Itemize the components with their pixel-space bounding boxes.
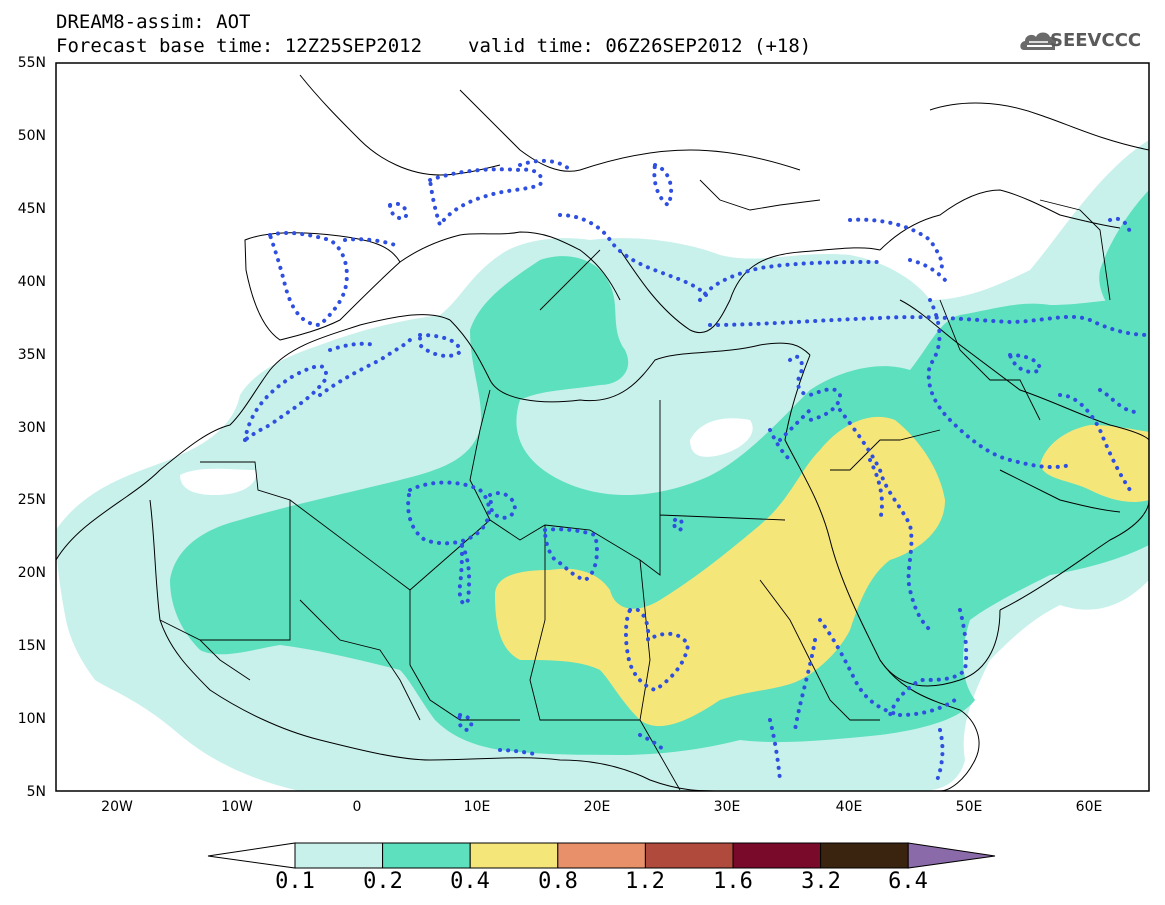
lat-tick-label: 45N (17, 201, 46, 217)
aot-region-0-2-east (1099, 190, 1149, 330)
lon-tick-label: 10W (221, 799, 253, 815)
colorbar-label: 3.2 (801, 869, 841, 894)
lon-tick-label: 50E (955, 799, 983, 815)
lon-tick-label: 40E (835, 799, 863, 815)
colorbar-segment-2 (382, 842, 471, 869)
lat-tick-label: 20N (17, 565, 46, 581)
forecast-time-line: Forecast base time: 12Z25SEP2012 valid ti… (56, 36, 811, 56)
lat-tick-label: 30N (17, 420, 46, 436)
logo-text: SEEVCCC (1050, 30, 1142, 51)
lat-tick-label: 35N (17, 347, 46, 363)
lat-tick-label: 50N (17, 128, 46, 144)
colorbar-label: 1.6 (713, 869, 753, 894)
colorbar-segment-4 (557, 842, 646, 869)
colorbar-label: 0.1 (275, 869, 315, 894)
colorbar-segment-6 (732, 842, 822, 869)
colorbar-segment-7 (820, 842, 909, 869)
colorbar-label: 1.2 (625, 869, 665, 894)
lat-tick-label: 55N (17, 55, 46, 71)
base-time-label: Forecast base time: 12Z25SEP2012 (56, 35, 423, 57)
country-borders (159, 179, 1111, 791)
lon-tick-label: 60E (1075, 799, 1103, 815)
colorbar-label: 0.2 (363, 869, 403, 894)
colorbar-under-arrow (207, 842, 296, 869)
colorbar-segment-1 (294, 842, 384, 869)
aot-region-0-2 (170, 256, 1149, 755)
forecast-contours (242, 158, 1149, 787)
valid-time-label: valid time: 06Z26SEP2012 (+18) (468, 35, 812, 57)
colorbar-label: 0.4 (450, 869, 490, 894)
aot-region-0-4 (495, 416, 945, 727)
lat-tick-label: 25N (17, 492, 46, 508)
lon-tick-label: 10E (463, 799, 491, 815)
lon-tick-label: 20W (101, 799, 133, 815)
lon-tick-label: 30E (713, 799, 741, 815)
colorbar-over-arrow (907, 842, 996, 869)
colorbar-label: 0.8 (538, 869, 578, 894)
lat-tick-label: 10N (17, 711, 46, 727)
lon-tick-label: 20E (583, 799, 611, 815)
lat-tick-label: 40N (17, 274, 46, 290)
colorbar-label: 6.4 (888, 869, 928, 894)
lon-tick-label: 0 (352, 799, 362, 815)
lat-tick-label: 15N (17, 638, 46, 654)
colorbar-segment-3 (469, 842, 559, 869)
lat-tick-label: 5N (26, 784, 46, 800)
map-title: DREAM8-assim: AOT (56, 11, 251, 33)
cloud-logo-icon (1020, 32, 1057, 50)
colorbar-segment-5 (644, 842, 734, 869)
colorbar (207, 842, 996, 869)
